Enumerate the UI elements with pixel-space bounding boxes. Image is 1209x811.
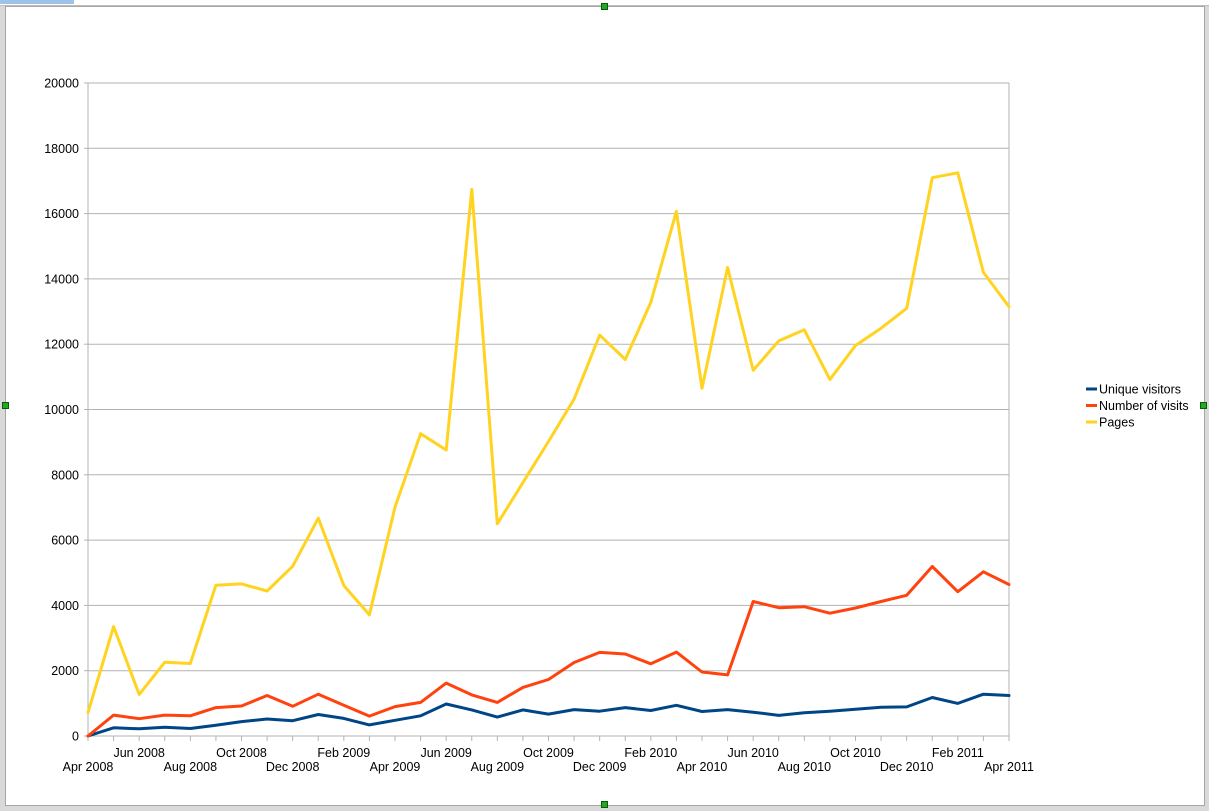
x-tick-label: Aug 2009 — [471, 760, 525, 774]
y-tick-label: 0 — [72, 730, 79, 744]
x-tick-label: Oct 2010 — [830, 746, 881, 760]
x-tick-label: Apr 2011 — [984, 760, 1034, 774]
x-tick-label: Apr 2010 — [677, 760, 728, 774]
x-tick-label: Dec 2009 — [573, 760, 627, 774]
legend: Unique visitors Number of visits Pages — [1086, 383, 1189, 430]
selection-handle-right[interactable] — [1200, 402, 1207, 409]
ruler-active-segment — [0, 0, 74, 4]
legend-label: Unique visitors — [1099, 383, 1181, 397]
x-tick-label: Aug 2008 — [164, 760, 218, 774]
selection-handle-top[interactable] — [601, 3, 608, 10]
y-tick-label: 18000 — [44, 142, 79, 156]
legend-label: Number of visits — [1099, 399, 1189, 413]
x-tick-label: Feb 2009 — [317, 746, 370, 760]
x-tick-label: Apr 2008 — [63, 760, 114, 774]
x-tick-label: Feb 2010 — [624, 746, 677, 760]
legend-label: Pages — [1099, 416, 1134, 430]
y-tick-label: 2000 — [51, 664, 79, 678]
x-tick-label: Dec 2010 — [880, 760, 934, 774]
selection-handle-left[interactable] — [2, 402, 9, 409]
x-tick-label: Dec 2008 — [266, 760, 320, 774]
x-tick-label: Feb 2011 — [932, 746, 984, 760]
y-tick-label: 14000 — [44, 272, 79, 286]
x-tick-label: Jun 2010 — [727, 746, 778, 760]
series-line-number-of-visits — [86, 565, 1011, 738]
x-tick-label: Oct 2008 — [216, 746, 267, 760]
x-tick-label: Jun 2009 — [420, 746, 471, 760]
y-tick-label: 10000 — [44, 403, 79, 417]
x-tick-label: Aug 2010 — [778, 760, 832, 774]
x-tick-label: Oct 2009 — [523, 746, 574, 760]
y-tick-label: 4000 — [51, 599, 79, 613]
selection-handle-bottom[interactable] — [601, 801, 608, 808]
grid-lines — [88, 82, 1009, 737]
y-tick-label: 12000 — [44, 338, 79, 352]
y-tick-label: 16000 — [44, 207, 79, 221]
series-line-unique-visitors — [86, 692, 1011, 738]
x-tick-label: Jun 2008 — [113, 746, 164, 760]
axes — [84, 82, 1010, 741]
series-line-pages — [86, 171, 1011, 714]
y-tick-label: 8000 — [51, 468, 79, 482]
x-tick-label: Apr 2009 — [370, 760, 421, 774]
y-tick-label: 20000 — [44, 77, 79, 91]
y-tick-label: 6000 — [51, 534, 79, 548]
series-lines — [86, 171, 1011, 738]
y-axis-tick-labels: 0 2000 4000 6000 8000 10000 12000 14000 16000 180… — [44, 77, 79, 744]
